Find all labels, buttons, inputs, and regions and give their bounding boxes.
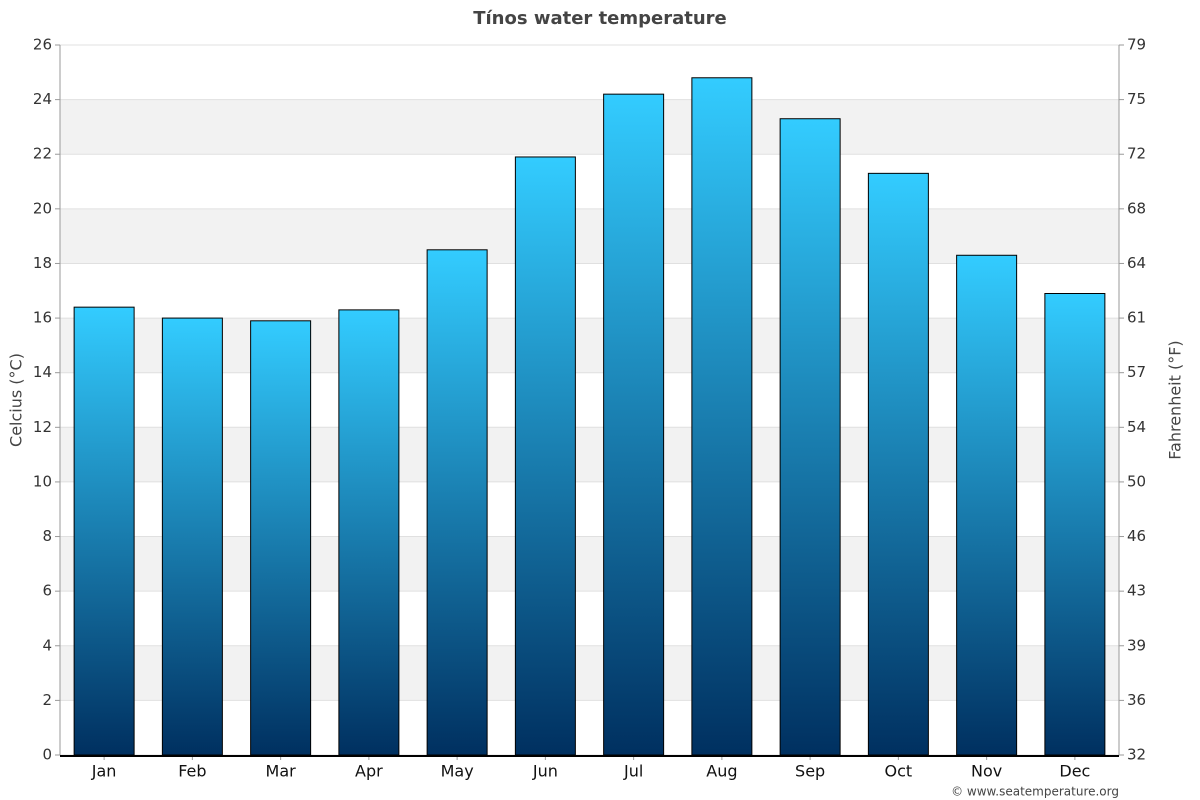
x-tick-label: Aug [706, 762, 737, 781]
grid-band [60, 427, 1119, 482]
bar [867, 172, 929, 756]
bar [426, 249, 488, 756]
bar [691, 77, 753, 756]
y2-tick-label: 36 [1127, 691, 1146, 709]
bar [603, 93, 665, 756]
y2-tick-label: 75 [1127, 90, 1146, 108]
y-tick-label: 8 [42, 527, 52, 545]
y2-tick-label: 68 [1127, 199, 1146, 217]
x-tick-label: Sep [795, 762, 825, 781]
y-tick-label: 24 [33, 90, 52, 108]
y-tick-label: 22 [33, 145, 52, 163]
y-tick-label: 18 [33, 254, 52, 272]
y2-tick-label: 79 [1127, 36, 1146, 54]
bar [338, 309, 400, 756]
bar [779, 118, 841, 756]
grid-band [60, 318, 1119, 373]
bar [161, 317, 223, 756]
x-tick-label: Mar [266, 762, 297, 781]
y2-tick-label: 64 [1127, 254, 1146, 272]
y2-tick-label: 46 [1127, 527, 1146, 545]
x-tick-label: Apr [355, 762, 383, 781]
y-tick-label: 16 [33, 309, 52, 327]
y-axis-title: Celcius (°C) [7, 353, 26, 447]
bar [250, 320, 312, 756]
x-tick-label: Jun [532, 762, 558, 781]
x-tick-label: Oct [885, 762, 913, 781]
x-tick-label: May [441, 762, 474, 781]
grid-band [60, 208, 1119, 264]
x-tick-label: Feb [178, 762, 206, 781]
bar [1044, 293, 1106, 756]
y2-tick-label: 57 [1127, 363, 1146, 381]
grid-band [60, 645, 1119, 701]
y2-axis-title: Fahrenheit (°F) [1166, 340, 1185, 459]
y-tick-label: 20 [33, 199, 52, 217]
y2-tick-label: 32 [1127, 746, 1146, 764]
credit: © www.seatemperature.org [951, 785, 1119, 799]
bar [73, 306, 135, 756]
chart-title: Tínos water temperature [473, 8, 727, 29]
bar [956, 254, 1018, 756]
x-tick-label: Jul [623, 762, 643, 781]
y2-tick-label: 72 [1127, 145, 1146, 163]
y2-tick-label: 43 [1127, 582, 1146, 600]
y-tick-label: 4 [42, 636, 52, 654]
y-tick-label: 10 [33, 472, 52, 490]
y2-tick-label: 54 [1127, 418, 1146, 436]
y-tick-label: 6 [42, 582, 52, 600]
x-tick-label: Dec [1059, 762, 1090, 781]
x-tick-label: Jan [91, 762, 117, 781]
y2-tick-label: 50 [1127, 472, 1146, 490]
y-tick-label: 2 [42, 691, 52, 709]
x-tick-label: Nov [971, 762, 1002, 781]
grid-band [60, 536, 1119, 592]
bar [514, 156, 576, 756]
grid-band [60, 99, 1119, 155]
y2-tick-label: 39 [1127, 636, 1146, 654]
bands [60, 99, 1119, 701]
y2-tick-label: 61 [1127, 309, 1146, 327]
y-tick-label: 26 [33, 36, 52, 54]
y-tick-label: 14 [33, 363, 52, 381]
y-tick-label: 12 [33, 418, 52, 436]
y-tick-label: 0 [42, 746, 52, 764]
